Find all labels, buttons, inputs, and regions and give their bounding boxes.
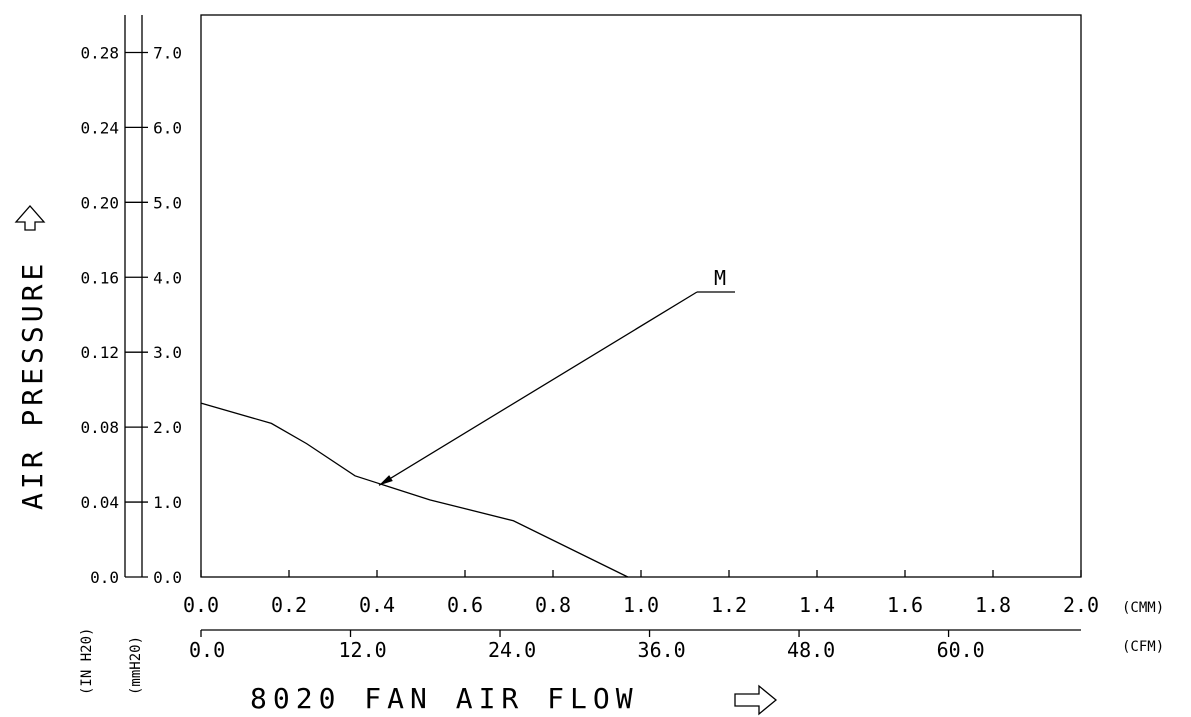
y-tick-label-inh2o: 0.12 (80, 343, 119, 362)
x-tick-label-cmm: 1.4 (799, 593, 835, 617)
x-tick-label-cmm: 1.6 (887, 593, 923, 617)
y-tick-label-mmh2o: 7.0 (153, 43, 182, 62)
annotation-leader-line (378, 291, 698, 486)
x-tick-label-cmm: 0.2 (271, 593, 307, 617)
y-tick-label-mmh2o: 5.0 (153, 193, 182, 212)
y-tick-label-inh2o: 0.08 (80, 418, 119, 437)
series-line-m (200, 402, 629, 578)
annotation-label-m: M (714, 266, 726, 290)
x-tick-label-cfm: 12.0 (339, 638, 387, 662)
x-unit-cfm: (CFM) (1122, 639, 1164, 655)
y-axis-ticks: 0.0 0.0 0.04 1.0 0.08 2.0 0.12 3.0 0.16 4.0 0.20 5.… (80, 43, 182, 587)
annotation-arrowhead (379, 475, 393, 486)
up-arrow-icon (14, 205, 46, 231)
y-tick-label-inh2o: 0.28 (80, 43, 119, 62)
x-tick-label-cfm: 48.0 (787, 638, 835, 662)
chart-title: 8020 FAN AIR FLOW (250, 682, 639, 715)
y-tick-label-inh2o: 0.04 (80, 493, 119, 512)
x-tick-label-cfm: 24.0 (488, 638, 536, 662)
y-unit-inh2o: (IN H20) (79, 628, 95, 695)
x-axis-ticks: 0.0 0.2 0.4 0.6 0.8 1.0 1.2 1.4 1.6 1.8 2.0 0.0 12.0… (183, 570, 1099, 662)
x-tick-label-cfm: 0.0 (189, 638, 225, 662)
y-tick-label-mmh2o: 4.0 (153, 268, 182, 287)
x-tick-label-cmm: 0.4 (359, 593, 395, 617)
y-tick-label-mmh2o: 0.0 (153, 568, 182, 587)
x-unit-cmm: (CMM) (1122, 600, 1164, 616)
x-tick-label-cmm: 0.0 (183, 593, 219, 617)
y-unit-mmh2o: (mmH20) (128, 636, 144, 695)
y-tick-label-inh2o: 0.0 (90, 568, 119, 587)
x-tick-label-cmm: 0.8 (535, 593, 571, 617)
y-tick-label-mmh2o: 3.0 (153, 343, 182, 362)
y-tick-label-inh2o: 0.16 (80, 268, 119, 287)
x-tick-label-cfm: 60.0 (937, 638, 985, 662)
y-tick-label-mmh2o: 1.0 (153, 493, 182, 512)
x-tick-label-cmm: 1.0 (623, 593, 659, 617)
right-arrow-icon (734, 684, 778, 716)
y-tick-label-inh2o: 0.20 (80, 193, 119, 212)
y-axis-label: AIR PRESSURE (16, 260, 49, 510)
x-tick-label-cmm: 2.0 (1063, 593, 1099, 617)
y-tick-label-mmh2o: 2.0 (153, 418, 182, 437)
x-tick-label-cmm: 1.8 (975, 593, 1011, 617)
x-tick-label-cmm: 1.2 (711, 593, 747, 617)
y-tick-label-mmh2o: 6.0 (153, 118, 182, 137)
plot-frame (200, 14, 1082, 578)
x-tick-label-cfm: 36.0 (638, 638, 686, 662)
y-tick-label-inh2o: 0.24 (80, 118, 119, 137)
x-tick-label-cmm: 0.6 (447, 593, 483, 617)
